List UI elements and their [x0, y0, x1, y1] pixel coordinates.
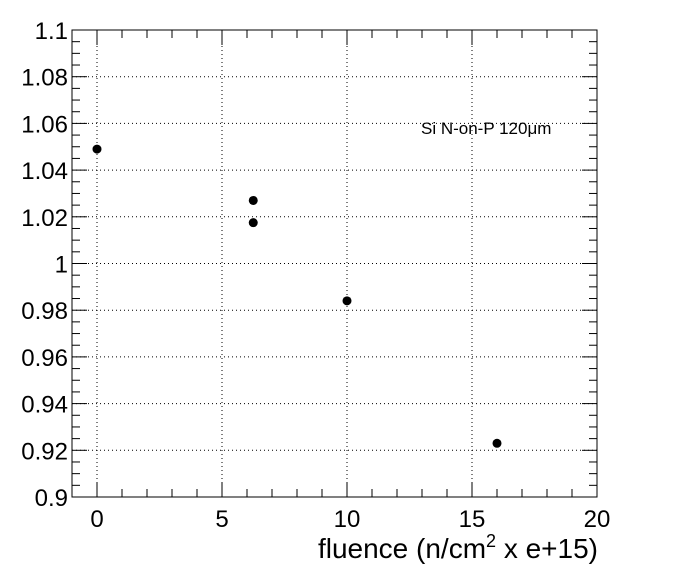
data-point: [492, 438, 502, 448]
y-tick-label: 1.02: [21, 205, 68, 232]
data-point: [248, 218, 258, 228]
annotation-label: Si N-on-P 120μm: [421, 119, 551, 138]
data-point: [92, 144, 102, 154]
tick-labels: 0 5 10 15 20 0.9 0.92 0.94 0.96 0.98 1 1.02 1.04 1.06…: [21, 18, 610, 533]
y-tick-label: 0.9: [35, 485, 68, 512]
axis-ticks: [71, 29, 598, 498]
data-point: [248, 195, 258, 205]
data-point: [342, 296, 352, 306]
x-axis-label-rest: x e+15): [496, 533, 598, 564]
x-tick-label: 10: [334, 506, 361, 533]
y-tick-label: 1.06: [21, 111, 68, 138]
y-tick-label: 1.04: [21, 158, 68, 185]
data-points: [92, 144, 502, 448]
x-tick-label: 5: [215, 506, 228, 533]
y-tick-label: 0.98: [21, 298, 68, 325]
y-tick-label: 1.1: [35, 18, 68, 45]
y-tick-label: 1: [55, 252, 68, 279]
x-axis-label-superscript: 2: [486, 531, 496, 551]
x-tick-label: 0: [90, 506, 103, 533]
x-axis-label: fluence (n/cm2 x e+15): [318, 531, 598, 564]
x-axis-label-main: fluence (n/cm: [318, 533, 486, 564]
y-tick-label: 0.92: [21, 438, 68, 465]
y-tick-label: 0.96: [21, 345, 68, 372]
x-tick-label: 15: [459, 506, 486, 533]
y-tick-label: 1.08: [21, 65, 68, 92]
y-tick-label: 0.94: [21, 392, 68, 419]
x-tick-label: 20: [584, 506, 611, 533]
